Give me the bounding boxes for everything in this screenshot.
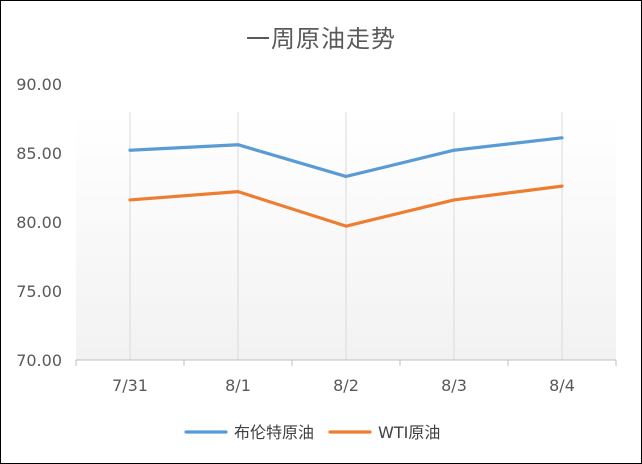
chart-title: 一周原油走势 xyxy=(246,25,396,53)
legend-label-1: 布伦特原油 xyxy=(234,423,314,442)
y-tick-label: 70.00 xyxy=(16,351,62,370)
series-line-2 xyxy=(128,184,564,228)
y-tick-label: 90.00 xyxy=(16,75,62,94)
x-tick-label: 8/2 xyxy=(333,376,359,395)
y-tick-label: 80.00 xyxy=(16,213,62,232)
series-line-1 xyxy=(128,136,564,179)
x-tick-label: 8/1 xyxy=(225,376,251,395)
legend-label-2: WTI原油 xyxy=(378,423,440,442)
y-tick-label: 85.00 xyxy=(16,144,62,163)
y-tick-label: 75.00 xyxy=(16,282,62,301)
x-tick-label: 8/4 xyxy=(549,376,575,395)
x-tick-label: 8/3 xyxy=(441,376,467,395)
x-tick-label: 7/31 xyxy=(112,376,148,395)
